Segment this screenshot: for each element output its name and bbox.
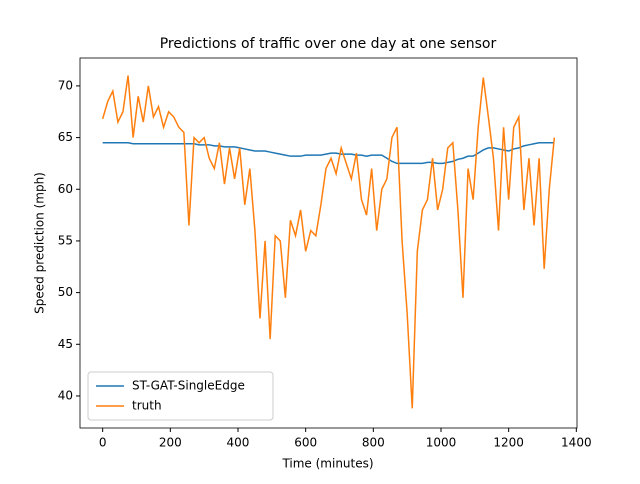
legend-box bbox=[87, 371, 274, 421]
legend-label: truth bbox=[132, 399, 162, 413]
y-tick-label: 45 bbox=[58, 337, 73, 351]
x-tick-label: 600 bbox=[294, 436, 317, 450]
x-tick-label: 400 bbox=[227, 436, 250, 450]
legend: ST-GAT-SingleEdge truth bbox=[87, 371, 274, 421]
y-tick-label: 70 bbox=[58, 78, 73, 92]
x-tick-label: 800 bbox=[362, 436, 385, 450]
chart-title: Predictions of traffic over one day at o… bbox=[160, 36, 497, 52]
x-axis-label: Time (minutes) bbox=[281, 457, 373, 471]
y-tick-label: 55 bbox=[58, 233, 73, 247]
y-tick-label: 50 bbox=[58, 285, 73, 299]
x-tick-label: 0 bbox=[99, 436, 107, 450]
legend-label: ST-GAT-SingleEdge bbox=[132, 379, 245, 393]
plot-frame bbox=[79, 57, 578, 429]
x-tick-label: 1200 bbox=[493, 436, 524, 450]
x-tick-label: 1000 bbox=[426, 436, 457, 450]
x-tick-label: 1400 bbox=[561, 436, 592, 450]
y-tick-label: 60 bbox=[58, 182, 73, 196]
y-axis-label: Speed prediction (mph) bbox=[33, 172, 47, 314]
y-tick-label: 40 bbox=[58, 388, 73, 402]
x-tick-label: 200 bbox=[159, 436, 182, 450]
series-line bbox=[102, 141, 555, 165]
y-tick-label: 65 bbox=[58, 130, 73, 144]
series-line bbox=[101, 75, 556, 409]
